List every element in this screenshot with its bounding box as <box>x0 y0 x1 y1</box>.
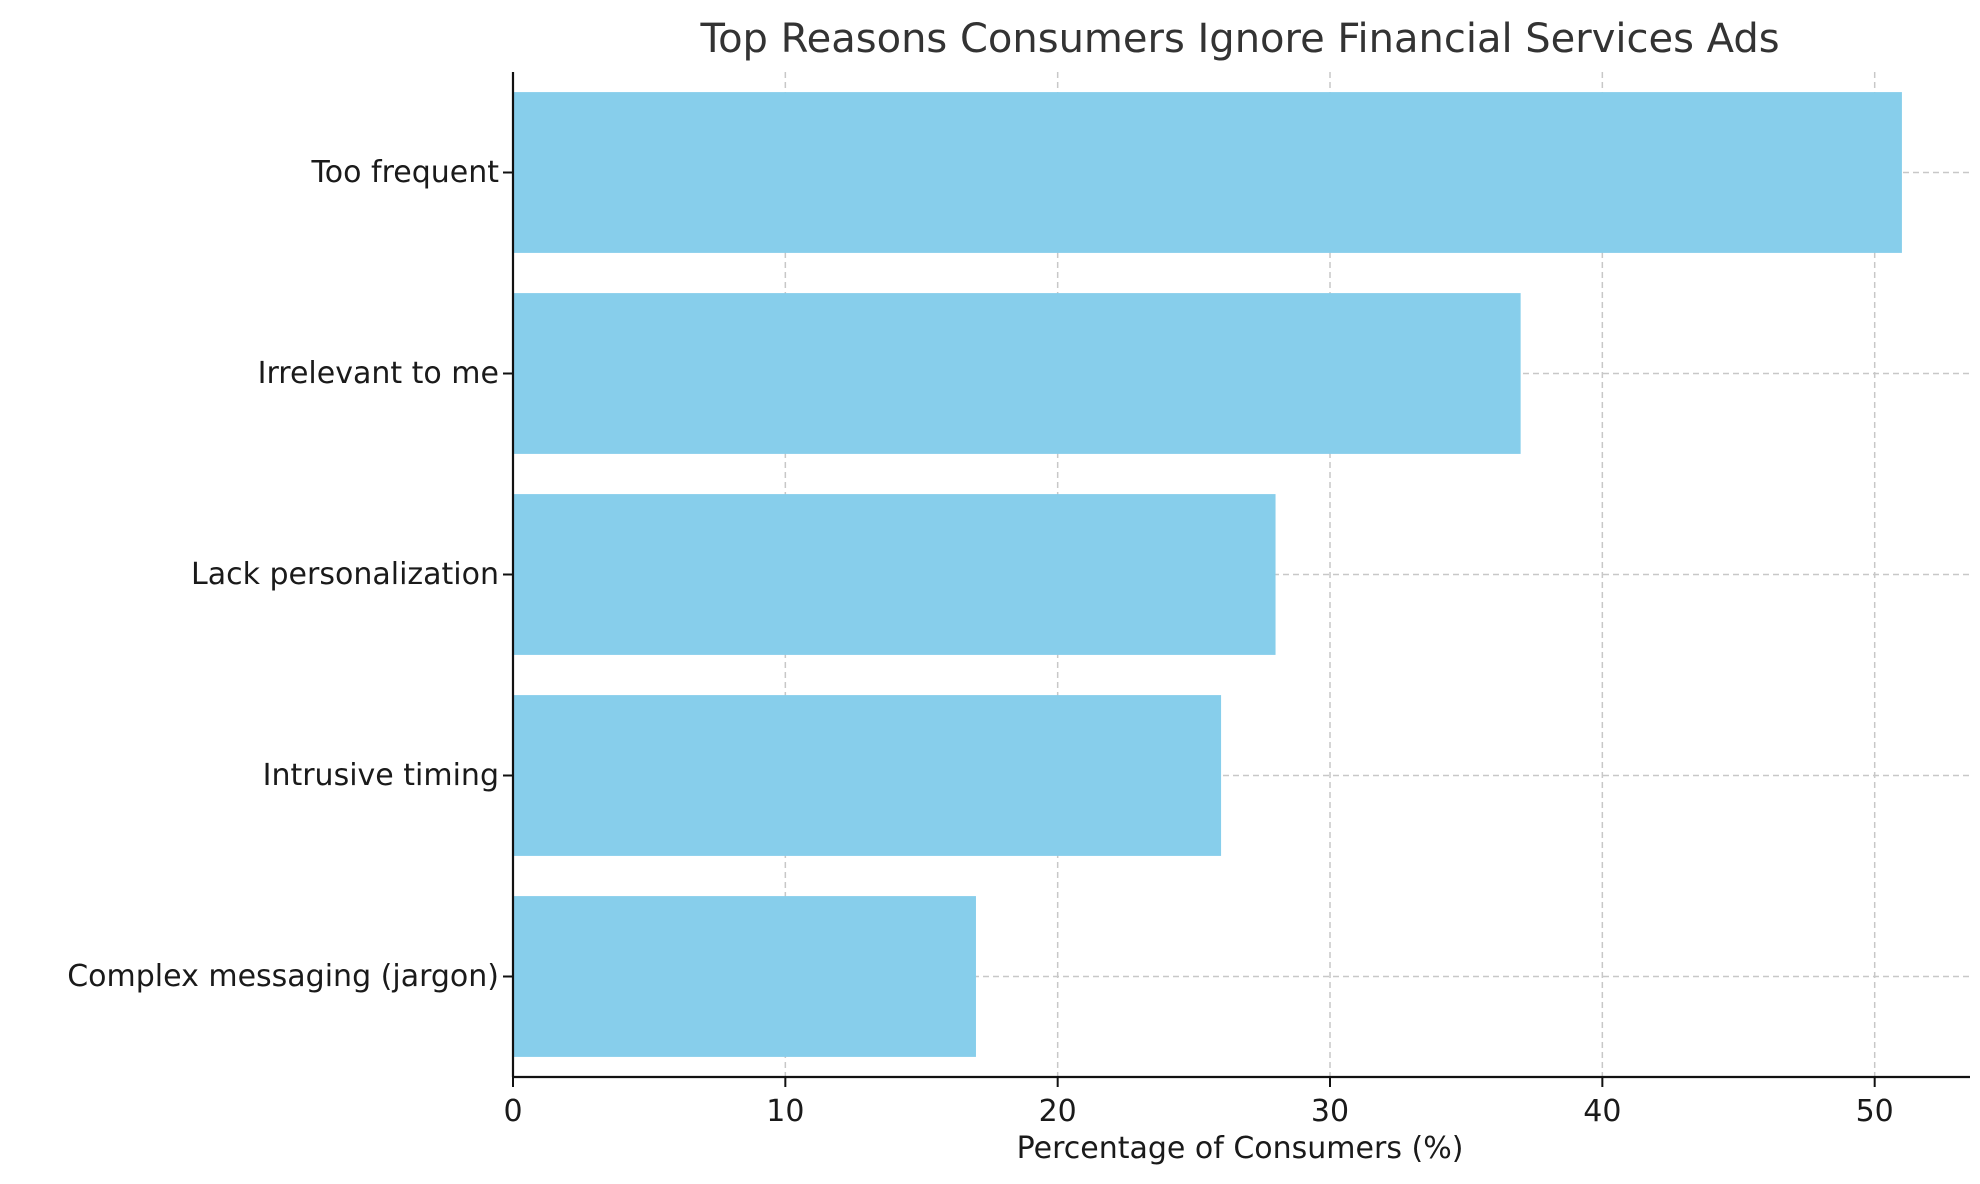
x-tick-label-3: 30 <box>1311 1094 1349 1129</box>
category-label-1: Irrelevant to me <box>258 356 499 391</box>
bar-0 <box>513 92 1902 253</box>
category-label-4: Complex messaging (jargon) <box>67 959 499 994</box>
category-label-2: Lack personalization <box>191 557 499 592</box>
bar-4 <box>513 896 976 1057</box>
x-axis-label: Percentage of Consumers (%) <box>1017 1131 1464 1166</box>
bars <box>513 92 1902 1057</box>
category-label-0: Too frequent <box>311 155 500 190</box>
bar-1 <box>513 293 1521 454</box>
x-tick-label-1: 10 <box>766 1094 804 1129</box>
y-category-labels: Too frequent Irrelevant to me Lack persona… <box>67 155 499 994</box>
x-tick-label-4: 40 <box>1583 1094 1621 1129</box>
x-tick-label-2: 20 <box>1039 1094 1077 1129</box>
bar-2 <box>513 494 1276 655</box>
x-ticks: 0 10 20 30 40 50 <box>503 171 1894 1129</box>
x-tick-label-0: 0 <box>503 1094 522 1129</box>
category-label-3: Intrusive timing <box>263 758 499 793</box>
bar-3 <box>513 695 1222 856</box>
chart-title: Top Reasons Consumers Ignore Financial S… <box>699 16 1779 62</box>
x-tick-label-5: 50 <box>1856 1094 1894 1129</box>
